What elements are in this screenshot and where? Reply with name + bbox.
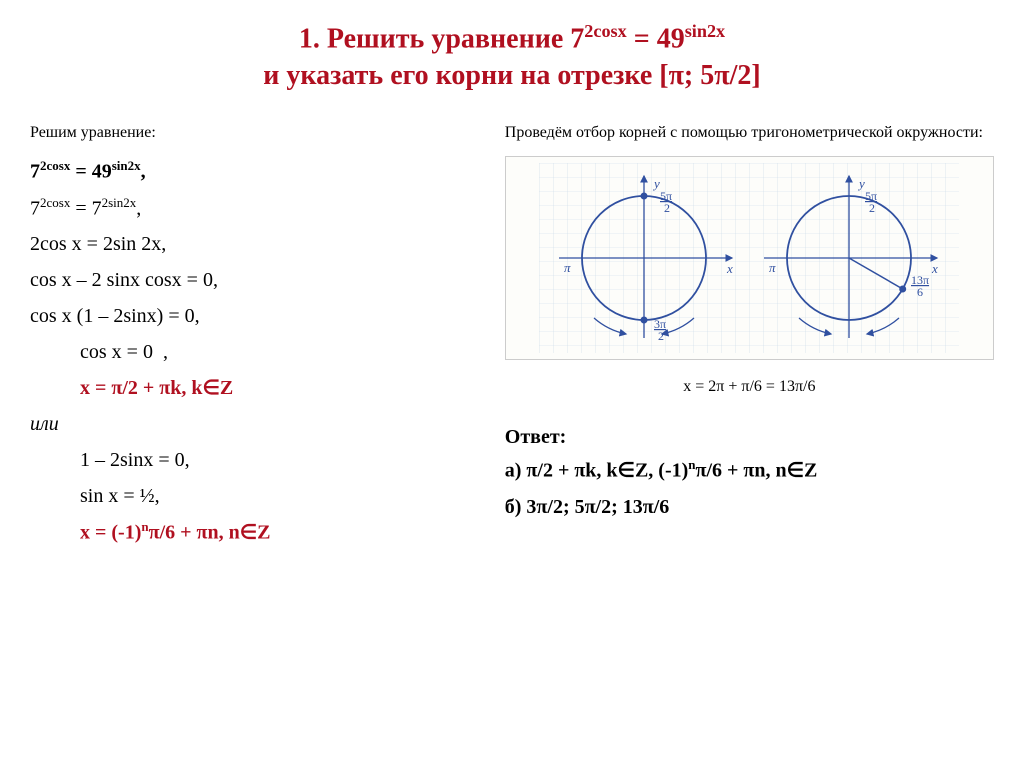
svg-text:2: 2 [869, 201, 875, 215]
equation-line: sin x = ½, [80, 481, 475, 511]
equation-line: x = π/2 + πk, k∈Z [80, 373, 475, 403]
equation-list: 72cosx = 49sin2x, 72cosx = 72sin2x, 2cos x… [30, 156, 475, 548]
svg-text:y: y [652, 176, 660, 191]
left-subtitle: Решим уравнение: [30, 124, 475, 142]
equation-line: 2cos x = 2sin 2x, [30, 229, 475, 259]
equation-line: 72cosx = 72sin2x, [30, 193, 475, 224]
answer-a: а) π/2 + πk, k∈Z, (-1)nπ/6 + πn, n∈Z [505, 455, 994, 486]
equation-line: 1 – 2sinx = 0, [80, 445, 475, 475]
svg-text:2: 2 [658, 329, 664, 343]
diagram-caption: x = 2π + π/6 = 13π/6 [505, 378, 994, 396]
svg-text:x: x [726, 261, 733, 276]
equation-line: cos x – 2 sinx cosx = 0, [30, 265, 475, 295]
svg-text:π: π [564, 260, 571, 275]
equation-line: или [30, 409, 475, 439]
right-column: Проведём отбор корней с помощью тригоном… [505, 124, 994, 554]
equation-line: x = (-1)nπ/6 + πn, n∈Z [80, 517, 475, 548]
answer-block: Ответ: а) π/2 + πk, k∈Z, (-1)nπ/6 + πn, … [505, 426, 994, 522]
left-column: Решим уравнение: 72cosx = 49sin2x,72cosx… [30, 124, 475, 554]
right-subtitle: Проведём отбор корней с помощью тригоном… [505, 124, 994, 142]
equation-line: cos x (1 – 2sinx) = 0, [30, 301, 475, 331]
svg-text:6: 6 [917, 285, 923, 299]
svg-text:2: 2 [664, 201, 670, 215]
answer-b: б) 3π/2; 5π/2; 13π/6 [505, 492, 994, 522]
svg-text:y: y [857, 176, 865, 191]
unit-circle-diagram: y 5π 2 x π 3π 2 [539, 163, 959, 353]
equation-line: cos x = 0 , [80, 337, 475, 367]
svg-text:π: π [769, 260, 776, 275]
svg-text:x: x [931, 261, 938, 276]
content-row: Решим уравнение: 72cosx = 49sin2x,72cosx… [30, 124, 994, 554]
problem-title: 1. Решить уравнение 72cosx = 49sin2x и у… [30, 20, 994, 94]
equation-line: 72cosx = 49sin2x, [30, 156, 475, 187]
answer-label: Ответ: [505, 426, 994, 449]
diagram-box: y 5π 2 x π 3π 2 [505, 156, 994, 360]
